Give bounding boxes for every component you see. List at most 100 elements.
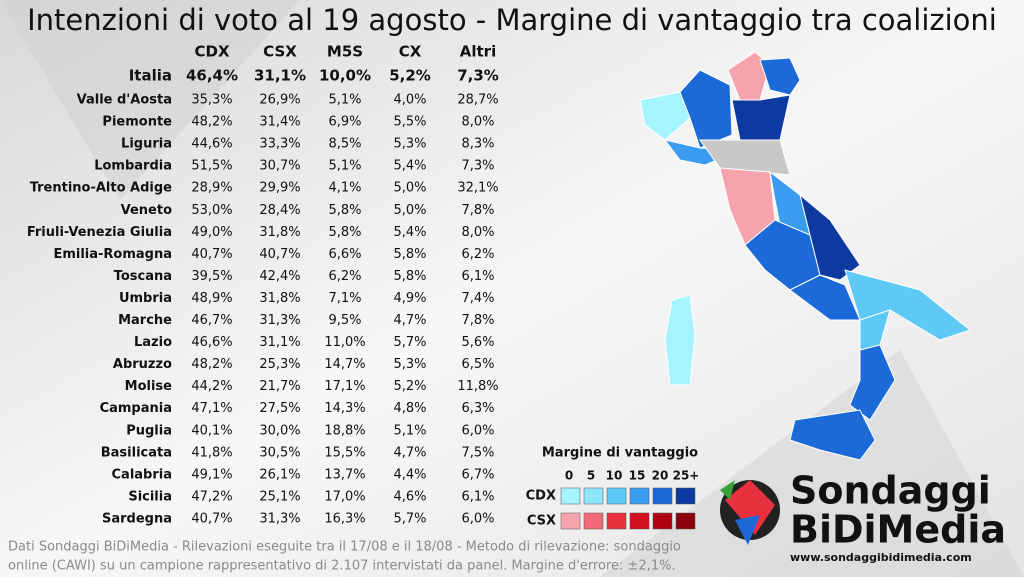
cell: 5,1%: [328, 159, 361, 174]
row-label: Molise: [125, 379, 173, 394]
logo-icon: [720, 480, 780, 545]
cell: 5,3%: [393, 137, 426, 152]
legend-swatch: [675, 512, 696, 530]
column-header: CDX: [194, 43, 229, 61]
cell: 4,9%: [393, 291, 426, 306]
cell: 41,8%: [191, 445, 232, 460]
legend-swatch: [606, 487, 627, 505]
legend-swatch: [629, 512, 650, 530]
row-label: Valle d'Aosta: [77, 93, 172, 108]
cell: 4,0%: [393, 93, 426, 108]
cell: 13,7%: [324, 467, 365, 482]
cell: 9,5%: [328, 313, 361, 328]
cell: 30,0%: [259, 423, 300, 438]
cell: 14,3%: [324, 401, 365, 416]
cell: 8,3%: [461, 137, 494, 152]
cell: 40,7%: [259, 247, 300, 262]
legend-swatch: [583, 487, 604, 505]
row-label: Liguria: [121, 137, 172, 152]
row-label: Calabria: [112, 467, 173, 482]
cell: 7,3%: [457, 67, 499, 85]
cell: 28,9%: [191, 181, 232, 196]
cell: 31,8%: [259, 291, 300, 306]
legend-row-label: CDX: [526, 489, 556, 504]
cell: 28,7%: [457, 93, 498, 108]
cell: 7,5%: [461, 445, 494, 460]
cell: 44,6%: [191, 137, 232, 152]
cell: 7,8%: [461, 313, 494, 328]
cell: 6,1%: [461, 269, 494, 284]
legend-swatch: [583, 512, 604, 530]
cell: 47,2%: [191, 489, 232, 504]
cell: 5,8%: [393, 247, 426, 262]
cell: 4,4%: [393, 467, 426, 482]
cell: 16,3%: [324, 511, 365, 526]
cell: 5,1%: [328, 93, 361, 108]
cell: 51,5%: [191, 159, 232, 174]
legend-label: 20: [652, 469, 669, 483]
cell: 6,0%: [461, 511, 494, 526]
cell: 46,7%: [191, 313, 232, 328]
cell: 17,0%: [324, 489, 365, 504]
cell: 17,1%: [324, 379, 365, 394]
cell: 53,0%: [191, 203, 232, 218]
region: [789, 409, 876, 461]
cell: 46,6%: [191, 335, 232, 350]
cell: 26,9%: [259, 93, 300, 108]
legend-swatch: [675, 487, 696, 505]
cell: 39,5%: [191, 269, 232, 284]
cell: 49,1%: [191, 467, 232, 482]
table: CDX CSX M5S CX Altri Italia 46,4% 31,1% 10,0% 5,2…: [27, 43, 499, 527]
logo-line1: Sondaggi: [790, 469, 991, 513]
cell: 31,1%: [254, 67, 306, 85]
cell: 6,7%: [461, 467, 494, 482]
cell: 28,4%: [259, 203, 300, 218]
region: [789, 274, 861, 321]
cell: 5,5%: [393, 115, 426, 130]
legend-row-label: CSX: [527, 514, 556, 529]
region: [849, 344, 896, 421]
legend-swatch: [629, 487, 650, 505]
cell: 4,7%: [393, 313, 426, 328]
cell: 7,1%: [328, 291, 361, 306]
region: [799, 193, 861, 281]
cell: 18,8%: [324, 423, 365, 438]
row-label: Lazio: [134, 335, 172, 350]
legend-label: 0: [565, 469, 573, 483]
cell: 6,3%: [461, 401, 494, 416]
region: [679, 69, 733, 149]
cell: 5,6%: [461, 335, 494, 350]
decor: [600, 350, 1024, 577]
cell: 6,2%: [461, 247, 494, 262]
cell: 29,9%: [259, 181, 300, 196]
footer: Dati Sondaggi BiDiMedia - Rilevazioni es…: [8, 540, 681, 555]
cell: 6,1%: [461, 489, 494, 504]
cell: 10,0%: [319, 67, 371, 85]
row-label: Piemonte: [102, 115, 172, 130]
row-label: Trentino-Alto Adige: [30, 181, 172, 196]
cell: 5,4%: [393, 159, 426, 174]
cell: 32,1%: [457, 181, 498, 196]
legend-swatch: [606, 512, 627, 530]
column-header: M5S: [327, 43, 363, 61]
cell: 33,3%: [259, 137, 300, 152]
column-header: CSX: [263, 43, 297, 61]
cell: 48,2%: [191, 115, 232, 130]
cell: 27,5%: [259, 401, 300, 416]
cell: 5,8%: [328, 225, 361, 240]
legend-label: 5: [587, 469, 595, 483]
cell: 8,0%: [461, 115, 494, 130]
cell: 11,8%: [457, 379, 498, 394]
cell: 7,8%: [461, 203, 494, 218]
cell: 8,0%: [461, 225, 494, 240]
cell: 5,7%: [393, 335, 426, 350]
cell: 25,3%: [259, 357, 300, 372]
cell: 6,0%: [461, 423, 494, 438]
row-label: Lombardia: [94, 159, 172, 174]
row-label: Abruzzo: [113, 357, 172, 372]
row-label: Friuli-Venezia Giulia: [27, 225, 172, 240]
cell: 31,1%: [259, 335, 300, 350]
row-label: Emilia-Romagna: [53, 247, 172, 262]
row-label: Sardegna: [102, 511, 172, 526]
row-label: Marche: [118, 313, 172, 328]
